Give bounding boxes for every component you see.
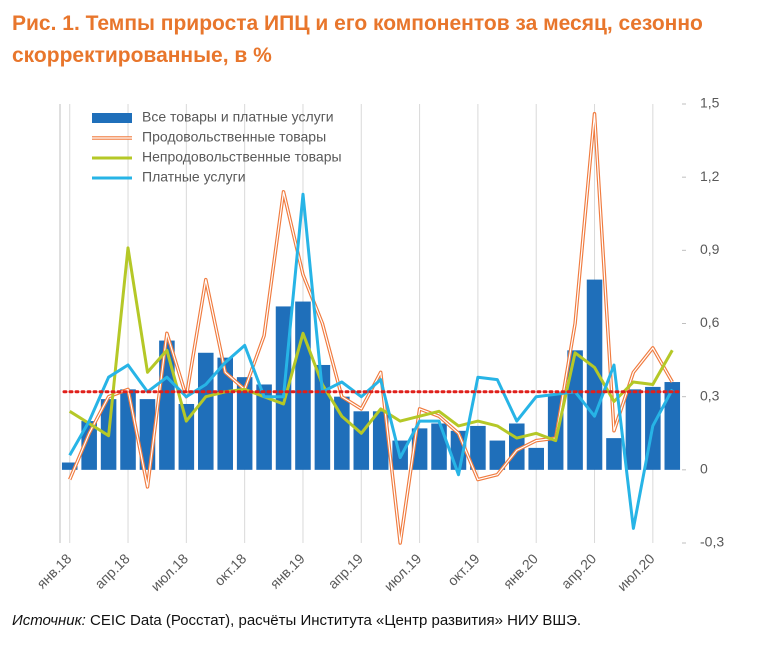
bar [586,279,603,470]
bar [198,352,214,470]
bar [606,438,622,470]
x-tick-label: янв.19 [267,550,308,591]
x-tick-label: июл.18 [147,550,191,594]
x-tick-label: янв.20 [500,550,541,591]
bar [334,396,350,470]
legend-label: Все товары и платные услуги [142,109,334,125]
bar [159,340,175,470]
legend-label: Продовольственные товары [142,129,326,145]
y-tick-label: 1,2 [700,168,720,184]
x-tick-label: июл.20 [614,550,658,594]
y-tick-label: 1,5 [700,95,720,111]
x-tick-label: окт.19 [444,550,483,589]
bar [61,462,78,470]
bar [236,377,253,470]
bar [664,382,681,470]
bar [489,440,506,470]
y-tick-label: 0,3 [700,387,720,403]
legend-label: Непродовольственные товары [142,149,342,165]
bar [372,411,389,470]
source-label: Источник: [12,612,86,629]
bar [528,447,544,470]
chart-title: Рис. 1. Темпы прироста ИПЦ и его компоне… [12,12,703,67]
x-tick-label: апр.18 [91,550,133,592]
bar [567,350,583,470]
bar [353,411,370,470]
bar [120,389,136,470]
legend-label: Платные услуги [142,169,246,185]
bar [81,421,97,470]
x-tick-label: апр.20 [558,550,600,592]
y-tick-label: -0,3 [700,534,724,550]
legend-swatch [92,113,132,123]
source-text: CEIC Data (Росстат), расчёты Института «… [90,612,582,629]
source: Источник: CEIC Data (Росстат), расчёты И… [12,612,581,629]
bar [256,384,272,470]
bar [625,389,642,470]
bar [470,425,486,470]
bar [217,357,233,470]
bar [178,403,195,470]
y-tick-label: 0,9 [700,241,720,257]
x-tick-label: окт.18 [211,550,250,589]
bar [295,301,311,470]
series-line [68,246,674,443]
x-tick-label: янв.18 [33,550,74,591]
y-tick-label: 0,6 [700,314,720,330]
x-tick-label: июл.19 [381,550,425,594]
bar [431,423,447,470]
y-tick-label: 0 [700,461,708,477]
series-line [68,192,674,530]
x-tick-label: апр.19 [325,550,367,592]
